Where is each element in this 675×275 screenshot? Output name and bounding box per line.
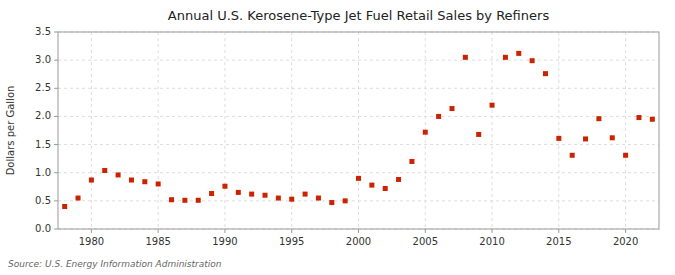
tick-x [625, 229, 626, 233]
tick-label-x: 1985 [145, 236, 170, 247]
data-point [316, 196, 321, 201]
tick-label-x: 2005 [413, 236, 438, 247]
tick-label-y: 2.5 [35, 82, 51, 93]
data-point [343, 198, 348, 203]
tick-label-x: 1990 [212, 236, 237, 247]
data-point [596, 116, 601, 121]
tick-x [558, 229, 559, 233]
data-point [303, 192, 308, 197]
background [0, 0, 675, 275]
tick-y [54, 200, 58, 201]
data-point [449, 106, 454, 111]
data-point [116, 172, 121, 177]
plot-frame [58, 32, 659, 229]
data-point [556, 136, 561, 141]
chart-container: 0.0 0.5 1.0 1.5 2.0 2.5 3.0 3.5 1980 1985 1990 1995… [0, 0, 675, 275]
annotation: Source: U.S. Energy Information Administ… [8, 259, 222, 269]
data-point [182, 198, 187, 203]
grid-line-y [58, 60, 659, 61]
grid-line-x [625, 32, 626, 229]
data-point [263, 193, 268, 198]
data-point [129, 178, 134, 183]
grid-line-x [492, 32, 493, 229]
tick-y [54, 144, 58, 145]
tick-y [54, 88, 58, 89]
data-point [102, 168, 107, 173]
data-point [276, 196, 281, 201]
data-point [369, 183, 374, 188]
data-point [636, 115, 641, 120]
tick-y [54, 116, 58, 117]
data-point [89, 178, 94, 183]
tick-x [224, 229, 225, 233]
data-point [236, 190, 241, 195]
data-point [583, 136, 588, 141]
tick-label-y: 0.5 [35, 195, 51, 206]
tick-y [54, 229, 58, 230]
tick-label-y: 3.5 [35, 26, 51, 37]
data-point [142, 179, 147, 184]
data-point [503, 55, 508, 60]
data-point [169, 197, 174, 202]
axes: 0.0 0.5 1.0 1.5 2.0 2.5 3.0 3.5 1980 1985 1990 1995… [35, 26, 638, 247]
data-point [423, 130, 428, 135]
grid-line-x [91, 32, 92, 229]
tick-label-y: 0.0 [35, 223, 51, 234]
tick-x [492, 229, 493, 233]
tick-label-x: 2000 [346, 236, 371, 247]
data-point [409, 159, 414, 164]
data-point [543, 71, 548, 76]
grid-line-x [358, 32, 359, 229]
grid [58, 32, 659, 229]
tick-label-x: 1980 [79, 236, 104, 247]
tick-x [425, 229, 426, 233]
data-point [329, 200, 334, 205]
data-point [249, 192, 254, 197]
tick-y [54, 172, 58, 173]
chart-svg: 0.0 0.5 1.0 1.5 2.0 2.5 3.0 3.5 1980 1985 1990 1995… [0, 0, 675, 275]
tick-label-y: 1.0 [35, 167, 51, 178]
data-point [289, 197, 294, 202]
data-point [610, 135, 615, 140]
data-point [222, 184, 227, 189]
tick-x [91, 229, 92, 233]
tick-y [54, 60, 58, 61]
data-point [156, 181, 161, 186]
data-point [76, 196, 81, 201]
tick-label-y: 2.0 [35, 110, 51, 121]
marks [62, 51, 655, 209]
tick-label-x: 2020 [613, 236, 638, 247]
data-point [530, 58, 535, 63]
data-point [396, 177, 401, 182]
data-point [209, 191, 214, 196]
tick-label-y: 3.0 [35, 54, 51, 65]
tick-y [54, 32, 58, 33]
data-point [570, 153, 575, 158]
data-point [476, 132, 481, 137]
data-point [383, 186, 388, 191]
tick-x [358, 229, 359, 233]
grid-line-x [158, 32, 159, 229]
grid-line-y [58, 144, 659, 145]
tick-label-x: 1995 [279, 236, 304, 247]
data-point [463, 55, 468, 60]
data-point [516, 51, 521, 56]
tick-x [158, 229, 159, 233]
data-point [62, 204, 67, 209]
data-point [650, 117, 655, 122]
tick-label-y: 1.5 [35, 139, 51, 150]
tick-label-x: 2015 [546, 236, 571, 247]
tick-label-x: 2010 [479, 236, 504, 247]
tick-x [291, 229, 292, 233]
data-point [196, 198, 201, 203]
grid-line-x [224, 32, 225, 229]
data-point [436, 114, 441, 119]
data-point [490, 103, 495, 108]
title: Annual U.S. Kerosene-Type Jet Fuel Retai… [168, 8, 550, 23]
y-axis-label: Dollars per Gallon [5, 86, 16, 176]
grid-line-x [558, 32, 559, 229]
data-point [623, 153, 628, 158]
data-point [356, 176, 361, 181]
